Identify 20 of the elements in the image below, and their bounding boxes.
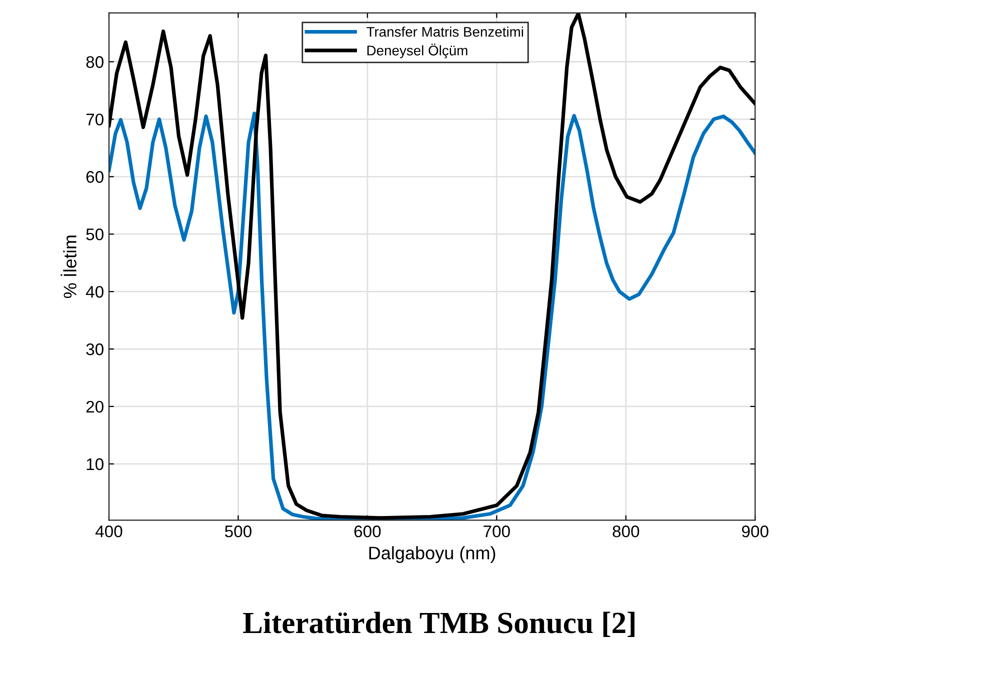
x-axis-title: Dalgaboyu (nm) [369, 546, 496, 563]
text: Literatürden TMB Sonucu [2] [243, 612, 634, 638]
x-tick-label: 900 [742, 526, 768, 538]
x-tick-label: 800 [612, 526, 640, 538]
y-tick-label: 60 [86, 171, 104, 183]
y-tick-label: 50 [86, 228, 104, 240]
y-tick-label: 70 [86, 114, 104, 126]
y-tick-label: 10 [86, 458, 104, 470]
legend-label: Deneysel Ölçüm [367, 44, 468, 58]
y-axis-title: % İletim [60, 236, 76, 298]
x-tick-label: 700 [484, 526, 510, 538]
x-tick-label: 500 [224, 526, 252, 538]
y-tick-label: 80 [86, 56, 104, 68]
y-tick-label: 20 [86, 400, 104, 413]
y-tick-label: 30 [86, 343, 104, 356]
x-tick-label: 600 [354, 526, 381, 538]
line-series [108, 12, 756, 520]
legend-label: Transfer Matris Benzetimi [366, 26, 524, 37]
x-tick-label: 400 [95, 526, 122, 538]
y-tick-label: 40 [86, 286, 104, 298]
